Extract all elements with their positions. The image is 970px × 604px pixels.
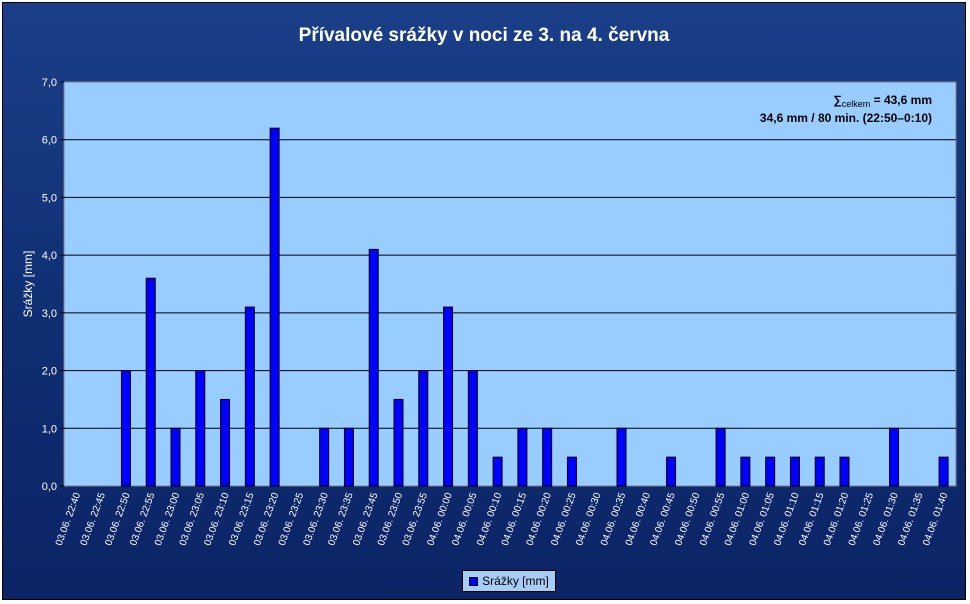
x-tick-label: 04.06. 01:25 (847, 491, 877, 547)
y-tick-label: 0,0 (42, 481, 57, 493)
bar (393, 398, 404, 487)
bar (343, 427, 354, 487)
y-tick-label: 7,0 (42, 77, 57, 89)
legend: Srážky [mm] (462, 570, 556, 592)
x-tick-label: 04.06. 01:35 (896, 491, 926, 547)
x-tick-label: 03.06. 22:45 (79, 491, 109, 547)
bar (542, 427, 553, 487)
bar (517, 427, 528, 487)
x-tick-label: 04.06. 00:25 (549, 491, 579, 547)
x-tick-label: 03.06. 23:35 (326, 491, 356, 547)
bar (666, 456, 677, 487)
x-tick-label: 03.06. 23:00 (153, 491, 183, 547)
bar (839, 456, 850, 487)
bar (145, 277, 156, 487)
y-tick-label: 6,0 (42, 135, 57, 147)
bar (566, 456, 577, 487)
gridlines (64, 139, 956, 429)
bar (418, 370, 429, 487)
x-tick-label: 04.06. 01:10 (772, 491, 802, 547)
y-axis-label: Srážky [mm] (21, 251, 35, 318)
bar (938, 456, 949, 487)
legend-label: Srážky [mm] (482, 574, 549, 588)
bar (368, 248, 379, 487)
x-tick-label: 04.06. 01:15 (797, 491, 827, 547)
x-tick-label: 04.06. 01:05 (748, 491, 778, 547)
x-tick-label: 04.06. 00:15 (500, 491, 530, 547)
x-tick-label: 03.06. 23:45 (351, 491, 381, 547)
bar (220, 398, 231, 487)
bar (244, 306, 255, 487)
y-tick-label: 2,0 (42, 366, 57, 378)
chart-title: Přívalové srážky v noci ze 3. na 4. červ… (298, 25, 670, 46)
bar (814, 456, 825, 487)
x-tick-label: 03.06. 23:20 (252, 491, 282, 547)
y-tick-label: 3,0 (42, 308, 57, 320)
bar (443, 306, 454, 487)
bar (269, 127, 280, 487)
x-tick-label: 04.06. 00:35 (599, 491, 629, 547)
x-tick-label: 04.06. 01:40 (921, 491, 951, 547)
x-tick-label: 04.06. 00:30 (574, 491, 604, 547)
bar (715, 427, 726, 487)
x-tick-label: 03.06. 23:50 (376, 491, 406, 547)
x-tick-label: 03.06. 23:15 (227, 491, 257, 547)
x-tick-label: 03.06. 22:50 (103, 491, 133, 547)
x-tick-label: 04.06. 01:20 (822, 491, 852, 547)
annotation-subscript: celkem (842, 99, 871, 109)
x-tick-label: 03.06. 23:30 (302, 491, 332, 547)
bar (789, 456, 800, 487)
bar (616, 427, 627, 487)
x-tick-label: 04.06. 00:50 (673, 491, 703, 547)
x-tick-label: 04.06. 00:40 (624, 491, 654, 547)
plot-area (63, 81, 957, 487)
x-tick-label: 03.06. 22:55 (128, 491, 158, 547)
legend-swatch (469, 576, 479, 586)
bar (765, 456, 776, 487)
x-tick-label: 03.06. 23:55 (401, 491, 431, 547)
x-tick-label: 04.06. 01:00 (723, 491, 753, 547)
x-tick-label: 04.06. 01:30 (872, 491, 902, 547)
x-tick-label: 03.06. 23:25 (277, 491, 307, 547)
x-tick-label: 04.06. 00:45 (649, 491, 679, 547)
x-tick-label: 03.06. 22:40 (54, 491, 84, 547)
bar (195, 370, 206, 487)
x-tick-label: 04.06. 00:20 (525, 491, 555, 547)
y-tick-labels: 0,0 1,0 2,0 3,0 4,0 5,0 6,0 7,0 (42, 77, 64, 493)
bar (170, 427, 181, 487)
bar (319, 427, 330, 487)
x-tick-label: 04.06. 00:10 (475, 491, 505, 547)
annotation-total-value: = 43,6 mm (870, 93, 932, 107)
bar (467, 370, 478, 487)
x-tick-label: 03.06. 23:05 (178, 491, 208, 547)
x-tick-label: 03.06. 23:10 (203, 491, 233, 547)
annotation-total: ∑celkem = 43,6 mm (833, 93, 932, 109)
annotation-sum-symbol: ∑ (833, 93, 842, 107)
bar-series (120, 127, 949, 487)
bar (492, 456, 503, 487)
bar (889, 427, 900, 487)
x-tick-label: 04.06. 00:00 (426, 491, 456, 547)
annotation-intensity: 34,6 mm / 80 min. (22:50–0:10) (760, 111, 932, 125)
x-tick-label: 04.06. 00:55 (698, 491, 728, 547)
bar (740, 456, 751, 487)
x-tick-label: 04.06. 00:05 (450, 491, 480, 547)
y-tick-label: 5,0 (42, 192, 57, 204)
bar (120, 370, 131, 487)
y-tick-label: 4,0 (42, 250, 57, 262)
y-tick-label: 1,0 (42, 423, 57, 435)
